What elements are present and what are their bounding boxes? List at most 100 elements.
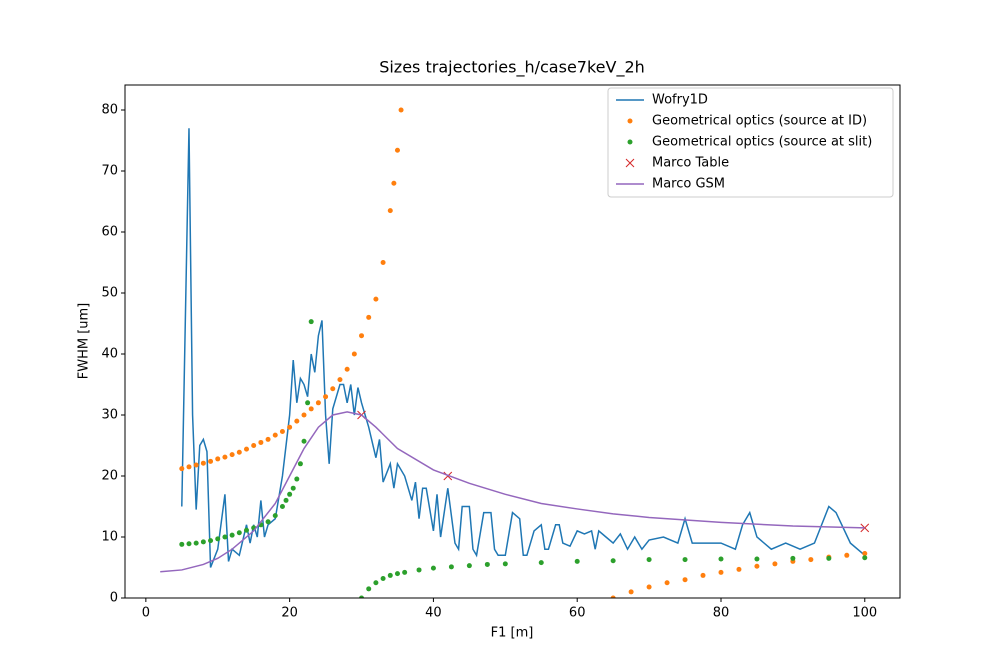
- dot-marker: [337, 377, 343, 383]
- x-tick-label: 20: [281, 606, 298, 621]
- dot-marker: [308, 319, 314, 325]
- y-tick-label: 70: [101, 164, 118, 179]
- legend-swatch: [627, 118, 633, 124]
- dot-marker: [844, 552, 850, 558]
- dot-marker: [229, 532, 235, 538]
- dot-marker: [297, 461, 303, 467]
- dot-marker: [208, 538, 214, 544]
- dot-marker: [179, 541, 185, 547]
- legend-swatch: [627, 139, 633, 145]
- dot-marker: [251, 443, 257, 449]
- dot-marker: [186, 464, 192, 470]
- legend-label: Wofry1D: [652, 93, 708, 108]
- x-marker: [860, 523, 870, 533]
- dot-marker: [359, 333, 365, 339]
- dot-marker: [315, 400, 321, 406]
- dot-marker: [179, 466, 185, 472]
- series-line: [160, 411, 865, 573]
- dot-marker: [305, 400, 311, 406]
- y-tick-label: 40: [101, 347, 118, 362]
- dot-marker: [373, 580, 379, 586]
- legend-label: Marco Table: [652, 156, 729, 171]
- plot-area: [160, 107, 870, 598]
- dot-marker: [664, 580, 670, 586]
- dot-marker: [323, 394, 329, 400]
- x-tick-label: 0: [142, 606, 150, 621]
- y-axis-label: FWHM [um]: [77, 303, 92, 380]
- chart-title: Sizes trajectories_h/case7keV_2h: [379, 58, 645, 78]
- dot-marker: [754, 556, 760, 562]
- dot-marker: [290, 485, 296, 491]
- dot-marker: [265, 519, 271, 525]
- dot-marker: [193, 540, 199, 546]
- dot-marker: [391, 180, 397, 186]
- dot-marker: [272, 513, 278, 519]
- dot-marker: [200, 539, 206, 545]
- dot-marker: [222, 534, 228, 540]
- dot-marker: [294, 418, 300, 424]
- y-tick-label: 50: [101, 286, 118, 301]
- dot-marker: [718, 569, 724, 575]
- dot-marker: [308, 406, 314, 412]
- dot-marker: [283, 497, 289, 503]
- dot-marker: [279, 504, 285, 510]
- dot-marker: [387, 208, 393, 214]
- dot-marker: [243, 446, 249, 452]
- dot-marker: [700, 572, 706, 578]
- dot-marker: [394, 571, 400, 577]
- dot-marker: [287, 424, 293, 430]
- y-tick-label: 30: [101, 408, 118, 423]
- dot-marker: [330, 386, 336, 392]
- dot-marker: [366, 314, 372, 320]
- dot-marker: [484, 561, 490, 567]
- dot-marker: [215, 456, 221, 462]
- dot-marker: [772, 561, 778, 567]
- dot-marker: [628, 589, 634, 595]
- dot-marker: [430, 565, 436, 571]
- dot-marker: [398, 107, 404, 113]
- dot-marker: [258, 439, 264, 445]
- dot-marker: [610, 558, 616, 564]
- dot-marker: [646, 557, 652, 563]
- dot-marker: [682, 577, 688, 583]
- dot-marker: [394, 147, 400, 153]
- dot-marker: [186, 541, 192, 547]
- dot-marker: [466, 563, 472, 569]
- legend-swatch: [625, 158, 635, 168]
- dot-marker: [538, 560, 544, 566]
- y-tick-label: 10: [101, 530, 118, 545]
- dot-marker: [380, 575, 386, 581]
- dot-marker: [229, 452, 235, 458]
- legend-label: Marco GSM: [652, 177, 725, 192]
- dot-marker: [193, 462, 199, 468]
- x-tick-label: 80: [713, 606, 730, 621]
- y-tick-label: 0: [110, 591, 118, 606]
- dot-marker: [301, 412, 307, 418]
- dot-marker: [359, 595, 365, 598]
- dot-marker: [265, 436, 271, 442]
- dot-marker: [736, 566, 742, 572]
- dot-marker: [387, 572, 393, 578]
- dot-marker: [610, 595, 616, 598]
- dot-marker: [287, 491, 293, 497]
- dot-marker: [754, 563, 760, 569]
- dot-marker: [402, 569, 408, 575]
- dot-marker: [826, 555, 832, 561]
- dot-marker: [222, 454, 228, 460]
- y-tick-label: 80: [101, 103, 118, 118]
- dot-marker: [294, 476, 300, 482]
- dot-marker: [236, 530, 242, 536]
- dot-marker: [236, 449, 242, 455]
- dot-marker: [243, 527, 249, 533]
- dot-marker: [344, 366, 350, 372]
- dot-marker: [646, 584, 652, 590]
- x-tick-label: 100: [852, 606, 877, 621]
- y-tick-label: 60: [101, 225, 118, 240]
- dot-marker: [366, 586, 372, 592]
- dot-marker: [416, 567, 422, 573]
- dot-marker: [574, 558, 580, 564]
- dot-marker: [200, 460, 206, 466]
- dot-marker: [808, 557, 814, 563]
- dot-marker: [279, 428, 285, 434]
- x-tick-label: 60: [569, 606, 586, 621]
